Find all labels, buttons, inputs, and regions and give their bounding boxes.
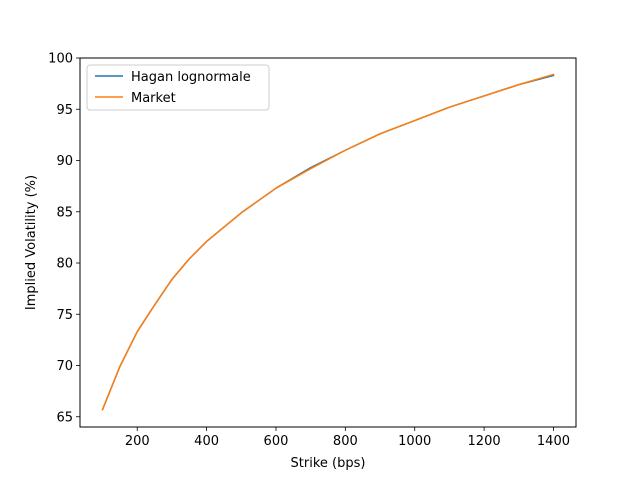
y-tick-label: 80 bbox=[56, 257, 73, 272]
plot-area-frame bbox=[79, 57, 577, 428]
legend: Hagan lognormale Market bbox=[86, 64, 270, 111]
y-tick-label: 85 bbox=[56, 205, 73, 220]
series-line-0 bbox=[101, 74, 555, 411]
legend-box bbox=[86, 64, 270, 111]
x-tick-label: 1000 bbox=[398, 434, 431, 449]
x-tick-label: 600 bbox=[264, 434, 289, 449]
x-axis: 200 400 600 800 1000 1200 1400 bbox=[125, 427, 570, 449]
legend-label-hagan: Hagan lognormale bbox=[131, 70, 251, 85]
y-tick-label: 95 bbox=[56, 103, 73, 118]
x-tick-label: 200 bbox=[125, 434, 150, 449]
x-tick-label: 800 bbox=[333, 434, 358, 449]
x-axis-label: Strike (bps) bbox=[291, 456, 366, 471]
y-tick-label: 90 bbox=[56, 154, 73, 169]
y-tick-label: 65 bbox=[56, 410, 73, 425]
y-axis: 65 70 75 80 85 90 95 100 bbox=[48, 52, 80, 425]
y-tick-label: 70 bbox=[56, 359, 73, 374]
y-tick-label: 75 bbox=[56, 308, 73, 323]
plot-lines bbox=[101, 73, 555, 411]
y-tick-label: 100 bbox=[48, 52, 73, 67]
x-tick-label: 1200 bbox=[468, 434, 501, 449]
y-axis-label: Implied Volatility (%) bbox=[24, 175, 39, 310]
legend-label-market: Market bbox=[131, 91, 176, 106]
x-tick-label: 1400 bbox=[537, 434, 570, 449]
series-line-1 bbox=[101, 73, 555, 411]
x-tick-label: 400 bbox=[194, 434, 219, 449]
